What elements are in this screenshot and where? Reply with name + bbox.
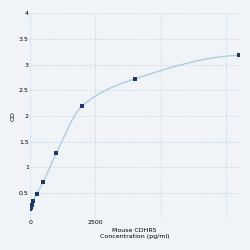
Point: [41, 180, 45, 184]
Point: [35, 192, 39, 196]
Point: [80, 104, 84, 108]
Point: [54, 151, 58, 155]
Point: [237, 53, 241, 57]
Y-axis label: OD: OD: [11, 111, 16, 121]
Point: [30, 203, 34, 207]
X-axis label: Mouse CDHR5
Concentration (pg/ml): Mouse CDHR5 Concentration (pg/ml): [100, 228, 169, 239]
Point: [32, 199, 36, 203]
Point: [28, 207, 32, 211]
Point: [132, 77, 136, 81]
Point: [29, 206, 33, 210]
